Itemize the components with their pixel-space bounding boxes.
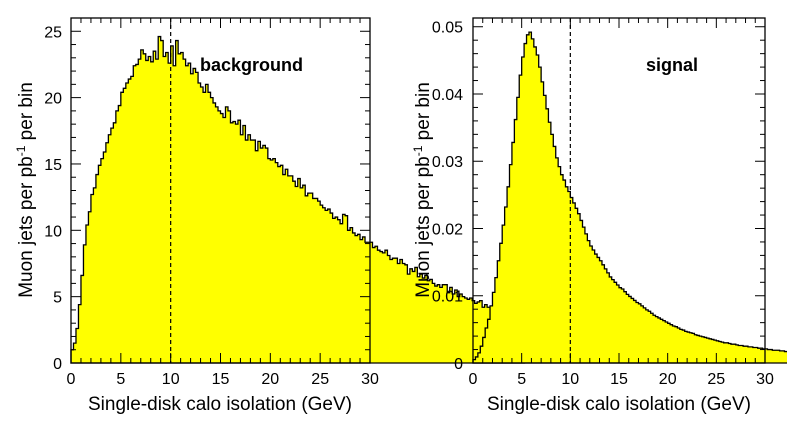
signal-panel: 0 0.01 0.02 0.03 0.04 0.05 0 5 10 15 20 …	[411, 17, 787, 415]
y-tick-label: 25	[44, 24, 62, 41]
x-tick-label: 30	[756, 371, 774, 388]
y-tick-label: 10	[44, 223, 62, 240]
background-x-tick-labels: 0 5 10 15 20 25 30	[67, 371, 379, 388]
background-y-axis-title: Muon jets per pb-1 per bin	[14, 82, 37, 298]
background-panel: 0 5 10 15 20 25 0 5 10 15 20 25 30 Singl…	[14, 17, 526, 415]
signal-x-tick-labels: 0 5 10 15 20 25 30	[469, 371, 774, 388]
y-tick-label: 0	[454, 356, 463, 373]
x-tick-label: 10	[162, 371, 180, 388]
signal-y-tick-labels: 0 0.01 0.02 0.03 0.04 0.05	[432, 20, 463, 373]
background-x-axis-title: Single-disk calo isolation (GeV)	[88, 394, 352, 415]
x-tick-label: 0	[469, 371, 478, 388]
y-tick-label: 0.01	[432, 289, 463, 306]
x-tick-label: 0	[67, 371, 76, 388]
y-tick-label: 0.03	[432, 154, 463, 171]
y-tick-label: 0.04	[432, 87, 463, 104]
histogram-bars	[70, 35, 526, 364]
y-tick-label: 5	[53, 290, 62, 307]
signal-y-axis-title: Muon jets per pb-1 per bin	[411, 82, 434, 298]
signal-x-axis-title: Single-disk calo isolation (GeV)	[487, 394, 751, 415]
signal-plot-frame	[472, 17, 766, 364]
background-y-tick-labels: 0 5 10 15 20 25	[44, 24, 62, 373]
x-tick-label: 25	[311, 371, 329, 388]
x-tick-label: 5	[517, 371, 526, 388]
histogram-bars	[472, 31, 787, 364]
signal-panel-label: signal	[646, 55, 698, 75]
signal-histogram	[472, 31, 787, 364]
x-tick-label: 30	[361, 371, 379, 388]
y-tick-label: 0.05	[432, 20, 463, 37]
background-plot-frame	[70, 17, 371, 364]
y-tick-label: 20	[44, 91, 62, 108]
y-tick-label: 15	[44, 157, 62, 174]
x-tick-label: 25	[707, 371, 725, 388]
x-tick-label: 15	[610, 371, 628, 388]
background-histogram	[70, 35, 526, 364]
x-tick-label: 20	[659, 371, 677, 388]
y-tick-label: 0.02	[432, 222, 463, 239]
background-panel-label: background	[200, 55, 303, 75]
y-tick-label: 0	[53, 356, 62, 373]
signal-axis-ticks	[472, 18, 766, 364]
x-tick-label: 5	[116, 371, 125, 388]
background-axis-ticks	[70, 17, 371, 364]
x-tick-label: 15	[212, 371, 230, 388]
x-tick-label: 10	[561, 371, 579, 388]
x-tick-label: 20	[261, 371, 279, 388]
